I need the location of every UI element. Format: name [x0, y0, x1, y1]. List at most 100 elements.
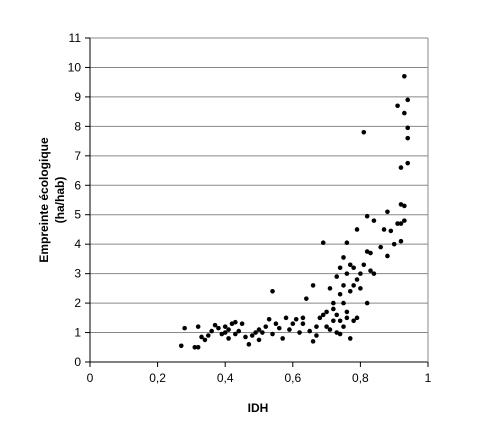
y-tick-label: 2	[74, 296, 81, 310]
point	[334, 312, 340, 318]
point	[216, 325, 221, 331]
point	[341, 255, 346, 260]
point	[398, 238, 404, 244]
point	[233, 331, 238, 337]
y-tick-label: 4	[74, 237, 81, 251]
point	[358, 286, 363, 291]
y-tick-label: 8	[74, 119, 81, 133]
point	[226, 336, 231, 341]
point	[324, 324, 329, 329]
point	[402, 73, 407, 79]
point	[280, 336, 285, 341]
point	[364, 300, 370, 306]
point	[347, 289, 353, 294]
point	[320, 240, 326, 246]
point	[351, 265, 356, 271]
point	[341, 283, 346, 288]
point	[381, 227, 387, 232]
point	[371, 218, 377, 223]
x-tick-label: 0,8	[352, 371, 369, 385]
point	[290, 321, 296, 327]
y-tick-label: 9	[74, 90, 81, 104]
point	[304, 296, 309, 301]
point	[361, 262, 367, 268]
point	[317, 315, 323, 321]
x-tick-label: 1	[425, 371, 432, 385]
point	[178, 343, 184, 349]
point	[368, 250, 373, 256]
point	[351, 318, 356, 324]
point	[337, 291, 343, 297]
point	[402, 218, 407, 223]
point	[402, 203, 407, 209]
point	[344, 309, 350, 315]
point	[331, 318, 336, 324]
point	[341, 300, 346, 306]
point	[388, 228, 394, 234]
y-tick-label: 0	[74, 355, 81, 369]
point	[314, 324, 319, 329]
point	[337, 331, 343, 337]
point	[253, 330, 258, 335]
x-tick-label: 0	[87, 371, 94, 385]
point	[222, 324, 228, 329]
point	[266, 316, 272, 322]
point	[320, 312, 326, 318]
point	[347, 262, 353, 268]
point	[243, 334, 248, 340]
point	[398, 165, 404, 170]
point	[364, 213, 370, 219]
point	[331, 300, 336, 306]
point	[276, 325, 282, 331]
point	[341, 324, 346, 329]
point	[192, 344, 198, 350]
point	[283, 315, 289, 321]
point	[327, 286, 333, 291]
x-axis-label: IDH	[248, 401, 269, 415]
point	[361, 129, 367, 135]
point	[395, 221, 400, 226]
point	[395, 103, 400, 109]
point	[195, 324, 201, 329]
point	[405, 160, 411, 166]
point	[310, 339, 316, 344]
point	[344, 240, 350, 246]
point	[270, 289, 275, 294]
point	[233, 319, 238, 325]
point	[260, 330, 265, 335]
point	[226, 327, 231, 332]
point	[202, 337, 208, 343]
point	[195, 344, 201, 350]
y-tick-label: 6	[74, 178, 81, 192]
point	[398, 221, 404, 226]
y-tick-label: 10	[68, 60, 82, 74]
point	[391, 241, 397, 247]
point	[327, 327, 333, 332]
point	[378, 244, 383, 250]
point	[206, 333, 211, 338]
y-axis-label: (ha/hab)	[53, 177, 67, 224]
point	[199, 334, 204, 340]
point	[385, 209, 390, 215]
point	[263, 324, 269, 329]
point	[256, 337, 262, 343]
point	[344, 271, 350, 276]
y-axis-label: Empreinte écologique	[37, 137, 51, 263]
point	[293, 316, 299, 322]
x-tick-label: 0,4	[217, 371, 234, 385]
point	[307, 328, 313, 334]
y-tick-label: 11	[69, 31, 82, 45]
point	[402, 110, 407, 116]
point	[249, 333, 255, 338]
point	[256, 327, 262, 332]
point	[246, 342, 252, 347]
point	[300, 315, 306, 321]
point	[371, 271, 377, 276]
point	[331, 306, 336, 312]
point	[344, 315, 350, 321]
point	[270, 331, 275, 337]
point	[310, 283, 316, 288]
point	[347, 336, 353, 341]
point	[209, 328, 214, 334]
point	[368, 268, 373, 273]
